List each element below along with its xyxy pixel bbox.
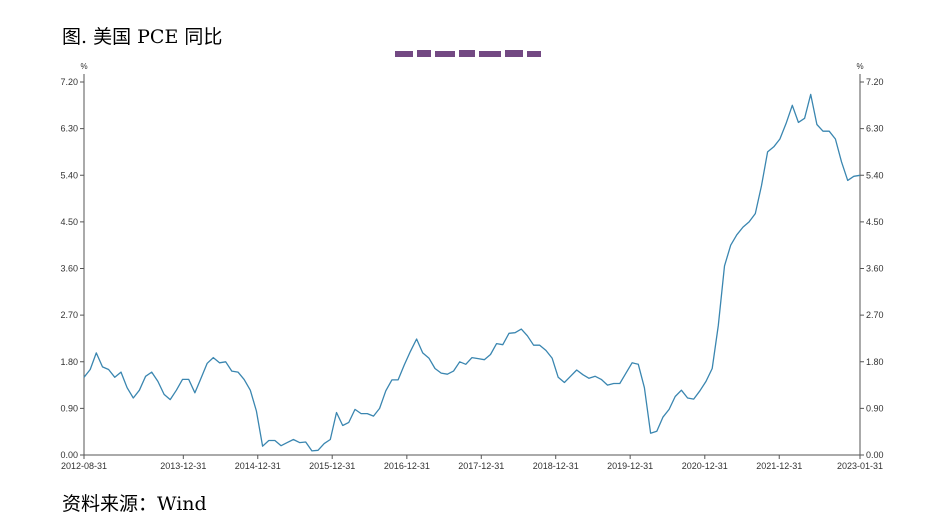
x-tick-label: 2019-12-31 <box>607 461 653 471</box>
x-tick-label: 2013-12-31 <box>160 461 206 471</box>
left-y-tick-label: 0.00 <box>60 450 78 460</box>
right-y-tick-label: 4.50 <box>866 217 884 227</box>
left-y-tick-label: 4.50 <box>60 217 78 227</box>
figure-title: 图. 美国 PCE 同比 <box>62 26 223 48</box>
pce-yoy-series-line <box>83 93 861 452</box>
right-y-tick-label: 1.80 <box>866 357 884 367</box>
left-axis-unit: % <box>80 62 87 71</box>
x-tick-label: 2014-12-31 <box>235 461 281 471</box>
right-y-tick-label: 3.60 <box>866 264 884 274</box>
x-tick-label: 2015-12-31 <box>309 461 355 471</box>
left-y-tick-label: 2.70 <box>60 310 78 320</box>
chart-marks <box>83 93 861 452</box>
chart-labels: % % 0.00 0.00 0.90 0.90 1.80 1.80 2.70 2.70 3.60 3.… <box>60 62 883 471</box>
right-y-tick-label: 0.00 <box>866 450 884 460</box>
right-y-tick-label: 2.70 <box>866 310 884 320</box>
chart-axes <box>80 74 864 459</box>
right-y-tick-label: 0.90 <box>866 403 884 413</box>
x-tick-label: 2017-12-31 <box>458 461 504 471</box>
x-tick-label: 2018-12-31 <box>533 461 579 471</box>
data-source-note: 资料来源：Wind <box>62 493 207 515</box>
right-y-tick-label: 6.30 <box>866 124 884 134</box>
x-tick-label: 2021-12-31 <box>756 461 802 471</box>
left-y-tick-label: 5.40 <box>60 170 78 180</box>
right-y-tick-label: 5.40 <box>866 170 884 180</box>
right-axis-unit: % <box>856 62 863 71</box>
left-y-tick-label: 1.80 <box>60 357 78 367</box>
obscured-chart-title-mark <box>395 50 541 57</box>
left-y-tick-label: 0.90 <box>60 403 78 413</box>
left-y-tick-label: 7.20 <box>60 77 78 87</box>
right-y-tick-label: 7.20 <box>866 77 884 87</box>
x-tick-label: 2016-12-31 <box>384 461 430 471</box>
x-tick-label: 2023-01-31 <box>837 461 883 471</box>
x-tick-label: 2020-12-31 <box>682 461 728 471</box>
x-tick-label: 2012-08-31 <box>61 461 107 471</box>
left-y-tick-label: 6.30 <box>60 124 78 134</box>
left-y-tick-label: 3.60 <box>60 264 78 274</box>
